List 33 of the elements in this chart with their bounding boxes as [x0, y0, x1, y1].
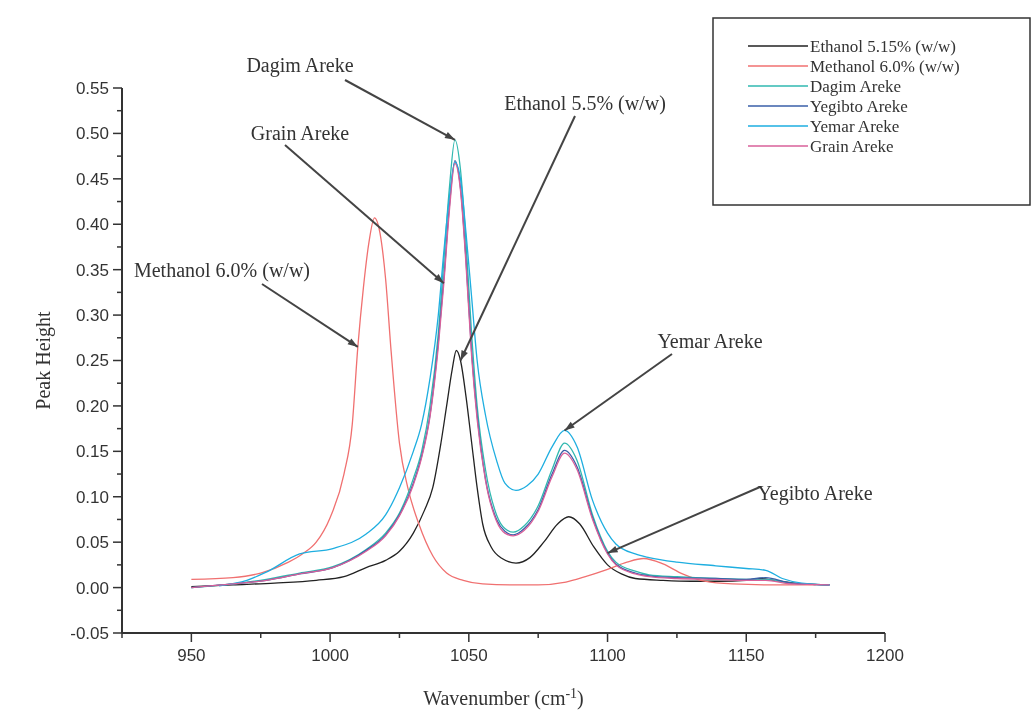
y-tick-label: 0.40: [75, 215, 109, 235]
y-tick-label: 0.55: [75, 78, 109, 98]
legend-label: Methanol 6.0% (w/w): [810, 56, 960, 76]
annotation: Ethanol 5.5% (w/w): [504, 92, 666, 115]
y-tick-label: 0.00: [75, 578, 109, 598]
annotation: Methanol 6.0% (w/w): [133, 259, 311, 282]
x-tick-label: 1200: [866, 646, 904, 665]
y-tick-label: 0.20: [75, 396, 109, 416]
legend-label: Grain Areke: [810, 136, 894, 156]
x-tick-label: 1000: [311, 646, 349, 665]
x-tick-label: 1100: [589, 646, 626, 665]
y-tick-label: 0.45: [75, 169, 109, 189]
legend-label: Yemar Areke: [810, 116, 900, 136]
annotation: Dagim Areke: [246, 54, 354, 77]
y-tick-label: -0.05: [70, 623, 109, 643]
y-tick-label: 0.05: [75, 533, 109, 553]
x-tick-label: 950: [177, 646, 206, 665]
y-axis-title: Peak Height: [32, 310, 55, 410]
y-tick-label: 0.50: [75, 124, 109, 144]
legend-label: Yegibto Areke: [810, 96, 908, 116]
legend-label: Ethanol 5.15% (w/w): [810, 36, 956, 56]
y-tick-label: 0.35: [75, 260, 109, 280]
x-tick-label: 1150: [727, 646, 765, 665]
y-tick-label: 0.25: [75, 351, 109, 371]
y-tick-label: 0.10: [75, 487, 109, 507]
legend-label: Dagim Areke: [810, 76, 902, 96]
x-axis-title: Wavenumber (cm$^{-1}$): [423, 685, 584, 710]
annotation: Yemar Areke: [657, 330, 763, 352]
annotation: Grain Areke: [250, 122, 350, 144]
y-tick-label: 0.15: [75, 442, 109, 462]
annotation: Yegibto Areke: [757, 482, 873, 505]
y-tick-label: 0.30: [75, 306, 109, 326]
x-tick-label: 1050: [449, 646, 488, 665]
